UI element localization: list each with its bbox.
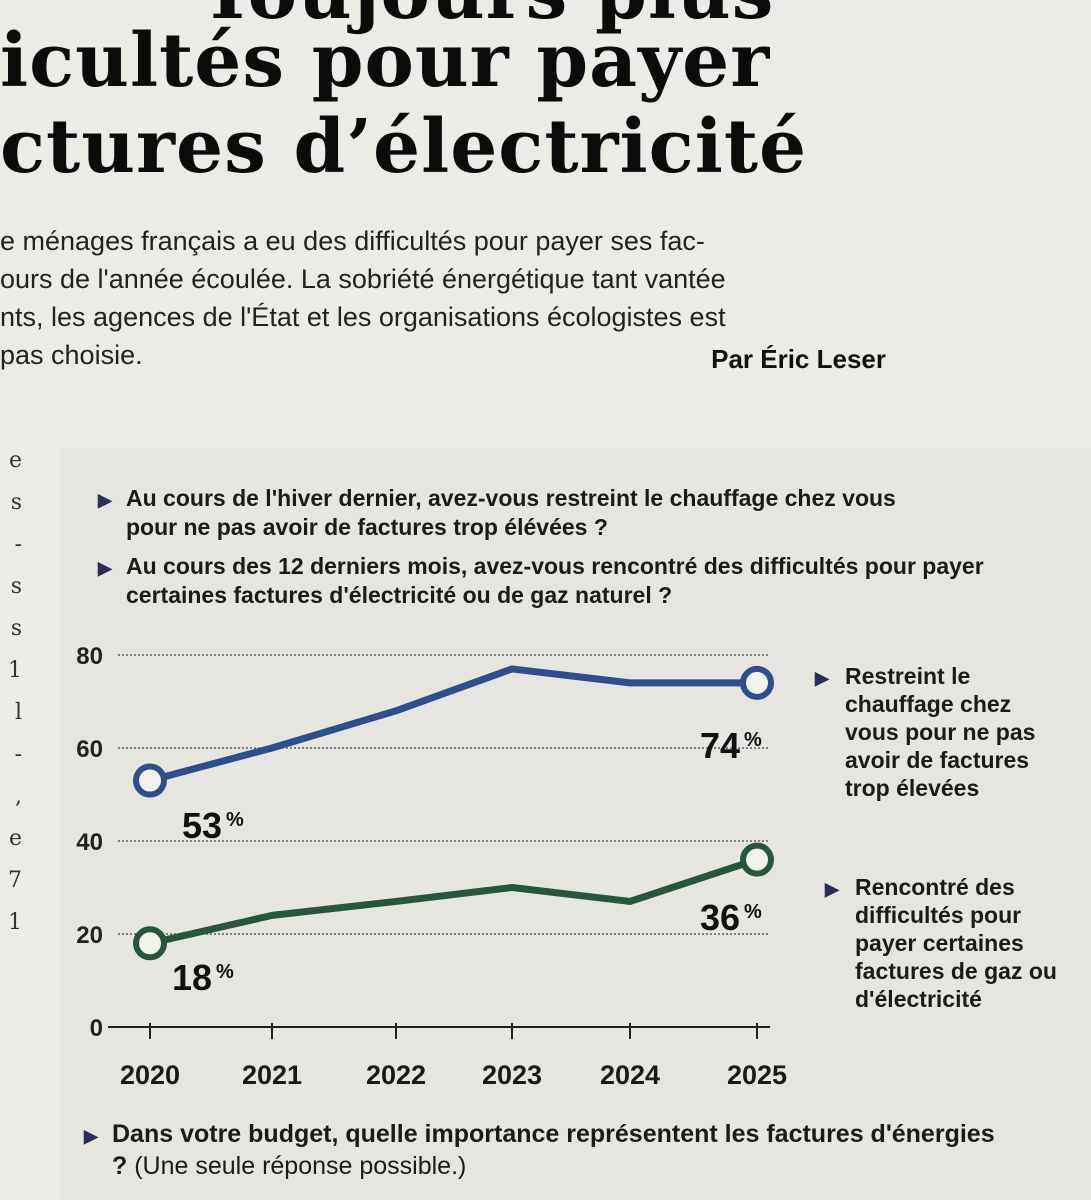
x-tick-label: 2025	[727, 1060, 787, 1090]
question-bills-text: Au cours des 12 derniers mois, avez-vous…	[126, 553, 984, 608]
series-endpoint-marker	[133, 926, 167, 961]
lead-paragraph: e ménages français a eu des difficultés …	[0, 222, 890, 374]
x-tick-label: 2021	[242, 1060, 302, 1090]
lead-line: nts, les agences de l'État et les organi…	[0, 302, 726, 332]
margin-letter: s	[10, 616, 22, 641]
legend-heating-label: Restreint le chauffage chez vous pour ne…	[845, 663, 1036, 801]
chart-panel	[60, 448, 1091, 1200]
legend-bills-label: Rencontré des difficultés pour payer cer…	[855, 874, 1057, 1012]
question-heating: ▶ Au cours de l'hiver dernier, avez-vous…	[98, 484, 926, 542]
x-tick-label: 2024	[600, 1060, 660, 1090]
margin-letter: -	[14, 742, 22, 767]
x-tick-label: 2022	[366, 1060, 426, 1090]
legend-heating: ▶ Restreint le chauffage chez vous pour …	[815, 662, 1055, 802]
series-endpoint-marker	[740, 842, 774, 877]
series-line	[146, 856, 761, 947]
series-endpoint-marker	[740, 665, 774, 700]
y-tick-label: 40	[76, 829, 103, 856]
lead-line: pas choisie.	[0, 340, 143, 370]
data-label: 74%	[700, 725, 762, 766]
triangle-right-icon: ▶	[98, 558, 112, 578]
margin-letter: 1	[8, 910, 22, 935]
question-budget-text: Dans votre budget, quelle importance rep…	[112, 1120, 995, 1180]
margin-letter: 7	[8, 868, 22, 893]
margin-letter: -	[14, 532, 22, 557]
data-label: 18%	[172, 957, 234, 998]
x-tick-label: 2020	[120, 1060, 180, 1090]
margin-letter: s	[10, 490, 22, 515]
margin-letter: ,	[15, 784, 22, 809]
x-tick-label: 2023	[482, 1060, 542, 1090]
headline-line-2: ctures d’électricité	[0, 104, 808, 190]
y-tick-label: 0	[90, 1015, 103, 1042]
question-budget-note: (Une seule réponse possible.)	[127, 1152, 467, 1180]
margin-letter: s	[10, 574, 22, 599]
byline: Par Éric Leser	[711, 344, 886, 374]
triangle-right-icon: ▶	[84, 1126, 98, 1146]
series-endpoint-marker	[133, 763, 167, 798]
y-tick-label: 20	[76, 922, 103, 949]
margin-text-column: e s - s s 1 l - , e 7 1	[0, 440, 28, 944]
legend-bills: ▶ Rencontré des difficultés pour payer c…	[825, 873, 1065, 1013]
headline-line-0: Toujours plus	[200, 0, 774, 36]
lead-line: e ménages français a eu des difficultés …	[0, 226, 705, 256]
triangle-right-icon: ▶	[825, 879, 839, 899]
series-line	[146, 665, 761, 785]
margin-letter: 1	[8, 658, 22, 683]
data-label: 36%	[700, 897, 762, 938]
data-label: 53%	[182, 805, 244, 846]
margin-letter: e	[8, 826, 22, 851]
y-tick-label: 80	[76, 643, 103, 670]
lead-line: ours de l'année écoulée. La sobriété éne…	[0, 264, 726, 294]
question-heating-text: Au cours de l'hiver dernier, avez-vous r…	[126, 485, 896, 540]
triangle-right-icon: ▶	[98, 490, 112, 510]
triangle-right-icon: ▶	[815, 668, 829, 688]
question-budget: ▶ Dans votre budget, quelle importance r…	[84, 1118, 1012, 1182]
headline: Toujours plus icultés pour payer ctures …	[0, 0, 1091, 200]
margin-letter: e	[8, 448, 22, 473]
margin-letter: l	[14, 700, 22, 725]
headline-line-1: icultés pour payer	[0, 18, 771, 104]
question-bills: ▶ Au cours des 12 derniers mois, avez-vo…	[98, 552, 1026, 610]
y-tick-label: 60	[76, 736, 103, 763]
